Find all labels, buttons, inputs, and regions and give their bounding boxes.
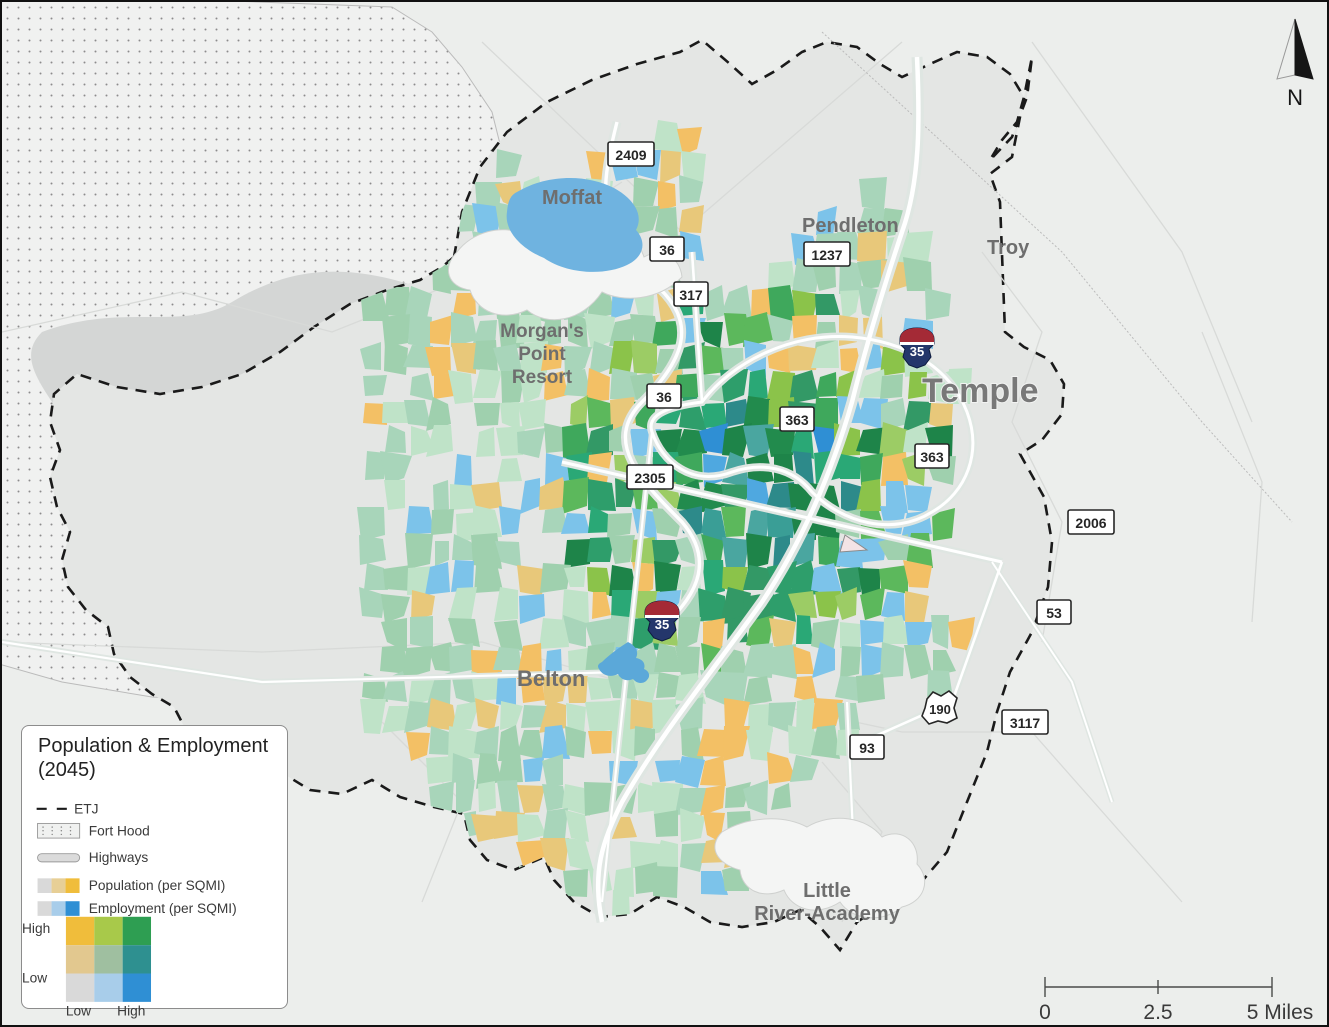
svg-text:ETJ: ETJ <box>74 801 98 816</box>
svg-text:2305: 2305 <box>634 470 665 486</box>
svg-text:Low: Low <box>22 971 47 986</box>
svg-text:363: 363 <box>920 449 944 465</box>
svg-text:36: 36 <box>656 389 672 405</box>
svg-text:363: 363 <box>785 412 809 428</box>
svg-text:35: 35 <box>655 617 669 632</box>
svg-text:High: High <box>117 1004 145 1019</box>
svg-text:Moffat: Moffat <box>542 187 602 209</box>
svg-text:Resort: Resort <box>512 367 573 388</box>
svg-text:53: 53 <box>1046 605 1062 621</box>
svg-text:Morgan's: Morgan's <box>500 321 584 342</box>
svg-text:35: 35 <box>910 344 924 359</box>
svg-text:Pendleton: Pendleton <box>802 215 899 237</box>
svg-text:5 Miles: 5 Miles <box>1247 1001 1314 1024</box>
svg-text:High: High <box>22 921 50 936</box>
svg-text:93: 93 <box>859 740 875 756</box>
svg-text:36: 36 <box>659 242 675 258</box>
svg-text:Population (per SQMI): Population (per SQMI) <box>89 878 225 893</box>
svg-text:190: 190 <box>929 702 951 717</box>
svg-text:2.5: 2.5 <box>1143 1001 1172 1024</box>
svg-text:Troy: Troy <box>987 237 1030 259</box>
svg-text:Employment (per SQMI): Employment (per SQMI) <box>89 901 237 916</box>
svg-text:0: 0 <box>1039 1001 1051 1024</box>
svg-text:Temple: Temple <box>922 372 1039 410</box>
svg-text:Little: Little <box>803 880 851 902</box>
svg-text:Fort Hood: Fort Hood <box>89 823 150 838</box>
svg-text:Belton: Belton <box>517 666 585 691</box>
svg-text:Point: Point <box>518 344 566 365</box>
svg-text:1237: 1237 <box>811 247 842 263</box>
svg-text:2006: 2006 <box>1075 515 1106 531</box>
svg-text:317: 317 <box>679 287 703 303</box>
svg-text:Highways: Highways <box>89 850 149 865</box>
svg-text:3117: 3117 <box>1010 715 1041 731</box>
svg-text:Low: Low <box>66 1004 91 1019</box>
svg-text:2409: 2409 <box>615 147 646 163</box>
svg-text:N: N <box>1287 85 1303 110</box>
svg-text:River-Academy: River-Academy <box>754 903 901 925</box>
